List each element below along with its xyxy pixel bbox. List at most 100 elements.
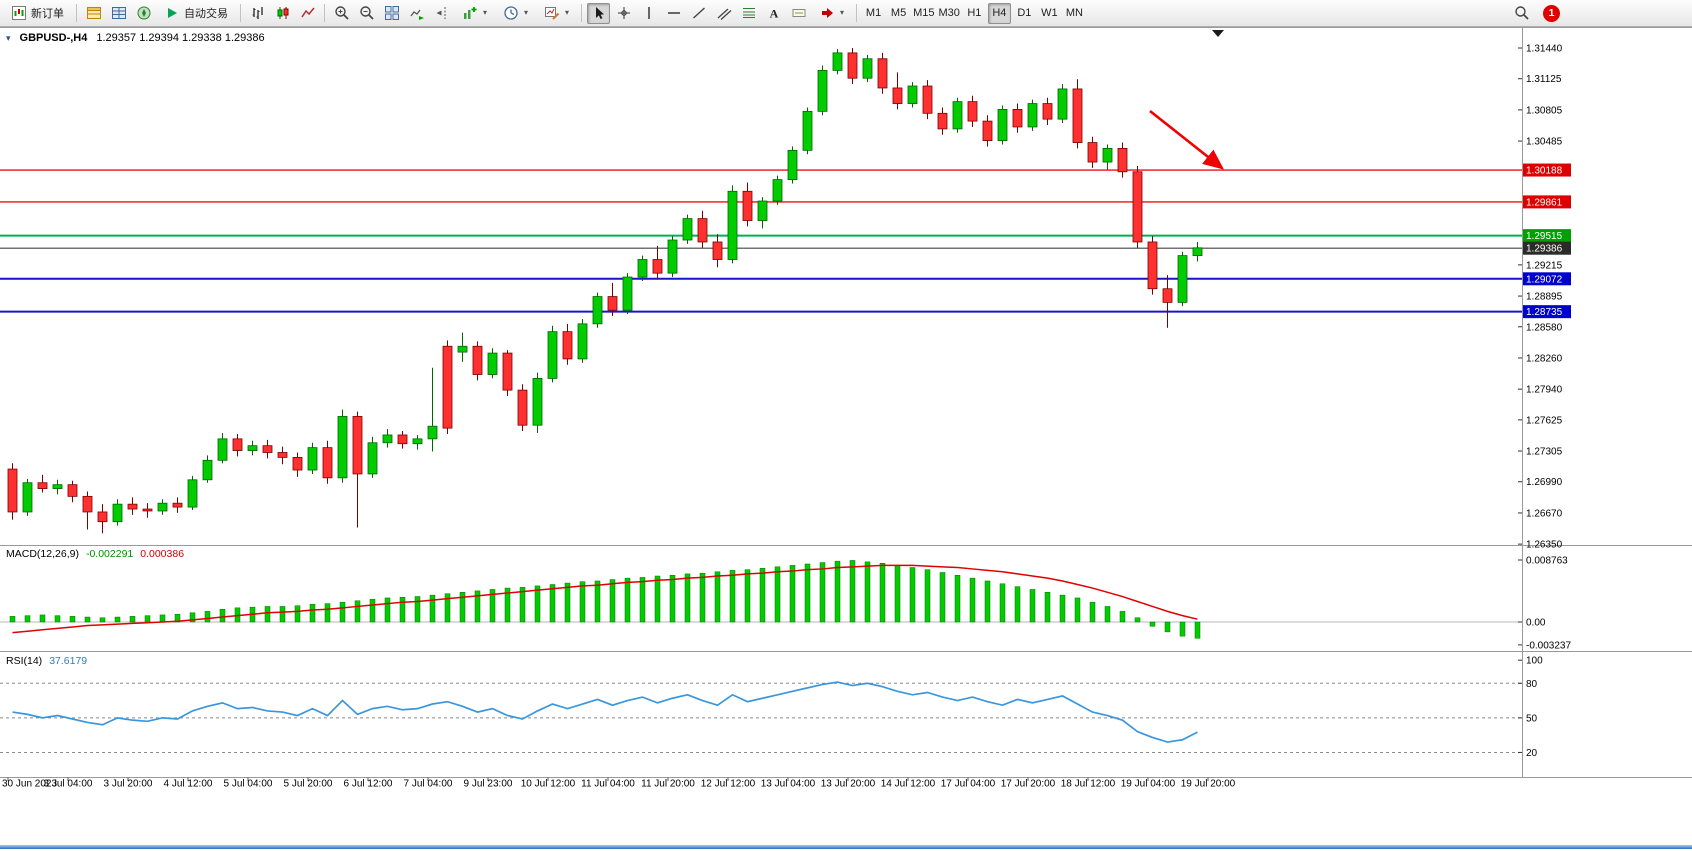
autotrade-button[interactable]: 自动交易 — [157, 3, 235, 24]
text-tool-button[interactable]: A — [762, 3, 785, 24]
price-level-badge: 1.28735 — [1523, 305, 1571, 319]
macd-title: MACD(12,26,9) — [6, 548, 79, 560]
periods-icon — [504, 6, 518, 20]
timeframe-mn-button[interactable]: MN — [1063, 3, 1086, 24]
macd-signal-line — [12, 564, 1198, 634]
zoom-out-icon — [359, 6, 374, 20]
market-watch-button[interactable] — [82, 3, 105, 24]
price-level-badge: 1.29515 — [1523, 229, 1571, 243]
toolbar-separator — [324, 4, 325, 22]
zoom-out-button[interactable] — [355, 3, 378, 24]
svg-text:0.008763: 0.008763 — [1526, 556, 1568, 567]
channel-icon — [717, 8, 731, 20]
toolbar-separator — [240, 4, 241, 22]
svg-text:30 Jun 2023: 30 Jun 2023 — [2, 779, 57, 790]
navigator-icon — [137, 6, 150, 20]
macd-value: -0.002291 — [85, 548, 134, 560]
cursor-button[interactable] — [587, 2, 611, 24]
svg-text:1.29386: 1.29386 — [1526, 244, 1563, 255]
new-order-button[interactable]: 新订单 — [4, 3, 71, 24]
timeframe-d1-button[interactable]: D1 — [1013, 3, 1036, 24]
timeframe-w1-button[interactable]: W1 — [1038, 3, 1061, 24]
new-order-label: 新订单 — [31, 8, 64, 20]
chart-ohlc-values: 1.29357 1.29394 1.29338 1.29386 — [96, 32, 265, 44]
chart-title-bar: ▾ GBPUSD-,H4 1.29357 1.29394 1.29338 1.2… — [6, 32, 265, 44]
toolbar-separator — [581, 4, 583, 22]
svg-text:1.28580: 1.28580 — [1526, 322, 1563, 333]
one-click-dropdown-icon[interactable]: ▾ — [6, 32, 11, 43]
svg-text:13 Jul 20:00: 13 Jul 20:00 — [821, 779, 876, 790]
macd-label: MACD(12,26,9) -0.002291 0.000386 — [6, 548, 184, 560]
add-indicator-icon — [464, 7, 477, 19]
timeframe-h4-button[interactable]: H4 — [987, 2, 1011, 24]
svg-text:1.28260: 1.28260 — [1526, 353, 1563, 364]
templates-button[interactable]: ▾ — [537, 3, 576, 24]
svg-text:1.31125: 1.31125 — [1526, 74, 1562, 85]
svg-text:1.29215: 1.29215 — [1526, 260, 1563, 271]
main-toolbar: 新订单 自动交易 — [0, 0, 1692, 27]
chart-shift-button[interactable] — [430, 3, 453, 24]
timeframe-m5-button[interactable]: M5 — [887, 3, 910, 24]
svg-text:14 Jul 12:00: 14 Jul 12:00 — [881, 779, 936, 790]
timeframe-h1-button[interactable]: H1 — [963, 3, 986, 24]
svg-text:1.26990: 1.26990 — [1526, 477, 1563, 488]
trendline-button[interactable] — [687, 3, 710, 24]
chart-shift-icon — [436, 7, 445, 19]
vertical-line-button[interactable] — [637, 3, 660, 24]
svg-text:1.28735: 1.28735 — [1526, 307, 1563, 318]
navigator-button[interactable] — [132, 3, 155, 24]
red-arrow-annotation[interactable] — [1149, 109, 1225, 170]
trendline-icon — [692, 7, 705, 19]
timeframe-m15-button[interactable]: M15 — [912, 3, 935, 24]
svg-text:7 Jul 04:00: 7 Jul 04:00 — [404, 779, 453, 790]
svg-text:1.27625: 1.27625 — [1526, 415, 1563, 426]
svg-text:11 Jul 20:00: 11 Jul 20:00 — [641, 779, 695, 790]
periods-button[interactable]: ▾ — [496, 3, 535, 24]
candlestick-chart-button[interactable] — [271, 3, 294, 24]
search-button[interactable] — [1510, 3, 1533, 24]
data-window-button[interactable] — [107, 3, 130, 24]
search-icon — [1514, 6, 1529, 20]
svg-text:0.00: 0.00 — [1526, 618, 1546, 629]
arrows-tool-button[interactable]: ▾ — [812, 3, 851, 24]
label-tool-button[interactable] — [787, 3, 810, 24]
zoom-in-button[interactable] — [330, 3, 353, 24]
toolbar-separator — [76, 4, 77, 22]
candlestick-chart-icon — [277, 7, 288, 19]
svg-text:100: 100 — [1526, 656, 1543, 667]
svg-text:1.31440: 1.31440 — [1526, 44, 1563, 55]
auto-scroll-button[interactable] — [405, 3, 428, 24]
notification-badge[interactable]: 1 — [1543, 4, 1560, 22]
macd-panel: 0.008763 0.00 -0.003237 — [0, 556, 1571, 651]
svg-text:19 Jul 04:00: 19 Jul 04:00 — [1121, 779, 1176, 790]
rsi-line — [12, 681, 1198, 743]
new-order-icon — [12, 6, 26, 20]
text-tool-icon: A — [769, 7, 778, 21]
cursor-icon — [595, 7, 604, 19]
horizontal-levels-layer[interactable] — [0, 169, 1522, 313]
panel-borders — [0, 27, 1692, 778]
bar-chart-button[interactable] — [246, 3, 269, 24]
add-indicator-button[interactable]: ▾ — [455, 3, 494, 24]
templates-icon — [545, 7, 560, 20]
chart-marker-triangle[interactable] — [1212, 30, 1224, 37]
candles-layer — [7, 48, 1203, 534]
price-chart-canvas[interactable]: 1.31440 1.31125 1.30805 1.30485 1.29215 1.288… — [0, 27, 1692, 851]
fibonacci-button[interactable] — [737, 3, 760, 24]
tile-windows-button[interactable] — [380, 3, 403, 24]
svg-text:12 Jul 12:00: 12 Jul 12:00 — [701, 779, 756, 790]
svg-text:5 Jul 04:00: 5 Jul 04:00 — [224, 779, 273, 790]
svg-text:1.29861: 1.29861 — [1526, 197, 1563, 208]
auto-scroll-icon — [409, 9, 424, 20]
line-chart-button[interactable] — [296, 3, 319, 24]
toolbar-right-group: 1 — [1510, 3, 1560, 24]
channel-button[interactable] — [712, 3, 735, 24]
macd-signal-value: 0.000386 — [140, 548, 185, 560]
crosshair-button[interactable] — [612, 3, 635, 24]
timeframe-m30-button[interactable]: M30 — [937, 3, 960, 24]
vertical-line-icon — [647, 7, 650, 19]
horizontal-line-button[interactable] — [662, 3, 685, 24]
timeframe-m1-button[interactable]: M1 — [862, 3, 885, 24]
